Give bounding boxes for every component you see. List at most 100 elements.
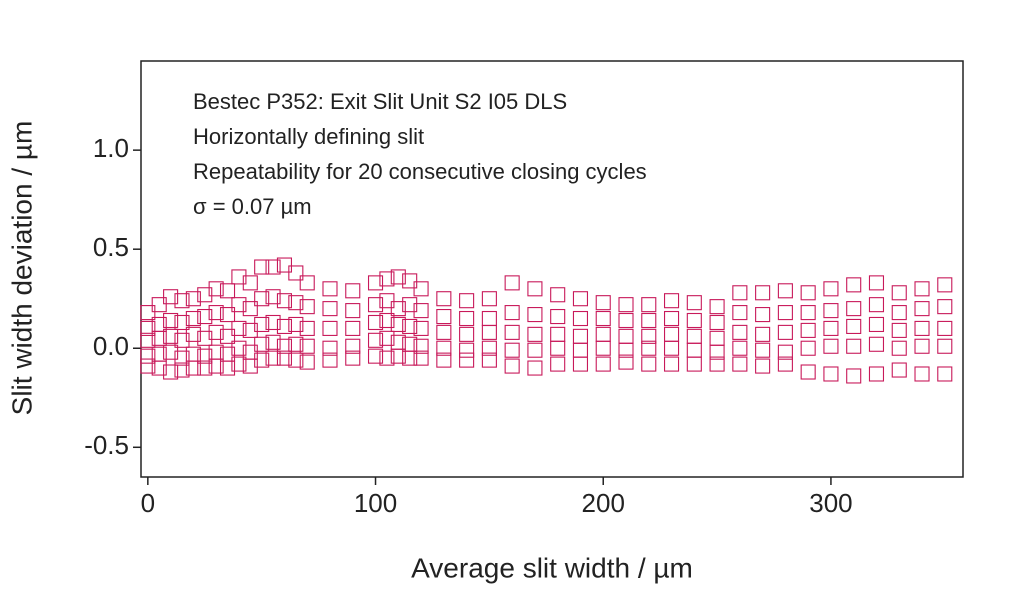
point — [937, 366, 953, 382]
point — [868, 275, 885, 291]
point — [265, 350, 281, 366]
point — [755, 307, 771, 323]
point — [402, 350, 418, 366]
point — [322, 301, 338, 317]
point — [345, 338, 361, 354]
point — [140, 320, 156, 336]
point — [208, 281, 224, 297]
point — [390, 316, 406, 333]
point — [288, 265, 304, 281]
point — [436, 352, 452, 368]
point — [891, 340, 907, 356]
point — [891, 285, 907, 301]
point — [618, 297, 634, 313]
point — [276, 257, 293, 273]
point — [755, 342, 771, 358]
point — [231, 297, 247, 313]
point — [288, 336, 304, 352]
point — [436, 340, 452, 356]
point — [174, 314, 190, 331]
point — [197, 330, 213, 346]
point — [174, 350, 190, 366]
point — [208, 305, 224, 321]
point — [185, 360, 201, 376]
point — [755, 285, 771, 301]
point — [709, 356, 725, 372]
point — [868, 366, 885, 382]
y-tick-label: 1.0 — [93, 133, 129, 163]
point — [823, 320, 839, 336]
y-tick-label: 0.5 — [93, 232, 129, 262]
point — [550, 340, 566, 356]
point — [208, 358, 224, 374]
point — [618, 312, 634, 329]
point — [777, 324, 793, 340]
x-tick-label: 0 — [141, 488, 155, 518]
annotation: σ = 0.07 µm — [193, 194, 312, 219]
point — [197, 348, 213, 364]
point — [595, 356, 611, 372]
point — [914, 281, 930, 297]
point — [504, 342, 520, 358]
point — [265, 289, 281, 305]
point — [345, 283, 361, 299]
point — [163, 289, 179, 305]
point — [914, 366, 930, 382]
points — [140, 257, 953, 384]
point — [504, 324, 520, 340]
point — [823, 303, 839, 319]
point — [732, 356, 748, 372]
point — [163, 364, 179, 380]
point — [800, 285, 816, 301]
point — [686, 342, 702, 358]
point — [641, 297, 657, 313]
point — [242, 358, 258, 374]
point — [254, 291, 270, 307]
point — [322, 320, 338, 336]
point — [709, 344, 725, 360]
point — [219, 307, 236, 323]
point — [641, 356, 657, 372]
point — [163, 344, 179, 360]
point — [618, 342, 634, 358]
point — [550, 356, 566, 372]
point — [732, 285, 748, 301]
point — [618, 328, 634, 344]
point — [732, 340, 748, 356]
point — [174, 293, 190, 309]
point — [868, 297, 885, 313]
point — [846, 368, 862, 384]
point — [231, 340, 247, 356]
point — [663, 326, 680, 342]
point — [481, 291, 497, 307]
point — [572, 291, 589, 307]
point — [572, 328, 589, 344]
point — [231, 320, 247, 336]
point — [937, 320, 953, 336]
point — [846, 318, 862, 334]
point — [937, 277, 953, 293]
annotations: Bestec P352: Exit Slit Unit S2 I05 DLS Ho… — [193, 89, 647, 219]
point — [914, 320, 930, 336]
point — [379, 271, 395, 287]
point — [413, 320, 429, 336]
point — [663, 356, 680, 372]
point — [914, 301, 930, 317]
point — [481, 310, 497, 327]
point — [459, 342, 475, 358]
point — [800, 340, 816, 356]
point — [379, 330, 395, 346]
point — [459, 310, 475, 327]
point — [140, 332, 156, 348]
point — [641, 340, 657, 356]
point — [322, 340, 338, 356]
point — [686, 295, 702, 311]
point — [823, 366, 839, 382]
point — [254, 259, 270, 275]
point — [345, 320, 361, 336]
point — [151, 360, 167, 376]
point — [891, 322, 907, 338]
point — [618, 354, 634, 370]
point — [242, 275, 258, 291]
